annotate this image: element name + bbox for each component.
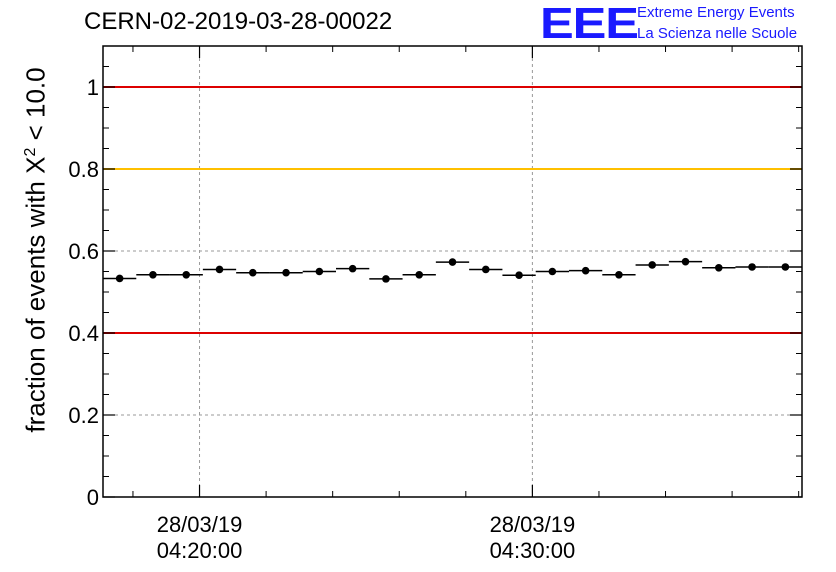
chi-exponent: 2 [21,147,39,157]
run-title: CERN-02-2019-03-28-00022 [84,8,393,35]
data-point [448,258,457,266]
data-point [348,264,357,273]
data-point [681,257,690,266]
y-tick-label: 0.8 [68,157,99,182]
data-point [515,271,523,279]
data-point [382,275,390,283]
x-tick-label-time: 04:20:00 [157,538,243,563]
data-point [182,270,191,279]
logo-line1: Extreme Energy Events [637,4,795,21]
y-tick-label: 0 [87,485,99,510]
grid-layer [103,46,802,497]
data-point [115,274,124,283]
data-point [648,261,657,269]
data-point [714,264,723,272]
x-tick-label-date: 28/03/19 [157,512,243,537]
data-point [282,268,290,277]
y-tick-label: 0.4 [68,321,99,346]
y-axis-label-prefix: fraction of events with [20,173,51,433]
x-tick-label-time: 04:30:00 [490,538,576,563]
plot-frame [102,45,803,498]
data-point [248,268,257,277]
y-tick-label: 1 [87,75,99,100]
data-point [481,265,490,274]
data-point [615,270,623,279]
data-point [149,270,157,279]
data-points [103,257,802,283]
data-point [781,263,790,271]
x-tick-label-date: 28/03/19 [490,512,576,537]
logo-mark: EEE [540,0,639,48]
data-point [415,270,424,279]
data-point [581,266,590,275]
y-tick-label: 0.2 [68,403,99,428]
y-axis-label-suffix: < 10.0 [20,67,51,148]
data-point [315,267,324,276]
data-point [215,265,224,274]
reference-lines [103,86,802,334]
y-tick-label: 0.6 [68,239,99,264]
data-point [548,267,557,276]
eee-logo: EEE Extreme Energy Events La Scienza nel… [540,2,830,46]
axis-ticks [103,46,802,498]
tick-labels: 00.20.40.60.8128/03/1904:20:0028/03/1904… [68,75,575,563]
y-axis-label: fraction of events with X2 < 10.0 [21,67,52,432]
logo-line2: La Scienza nelle Scuole [637,25,798,42]
data-point [748,263,756,271]
chi-symbol: X [20,156,51,174]
